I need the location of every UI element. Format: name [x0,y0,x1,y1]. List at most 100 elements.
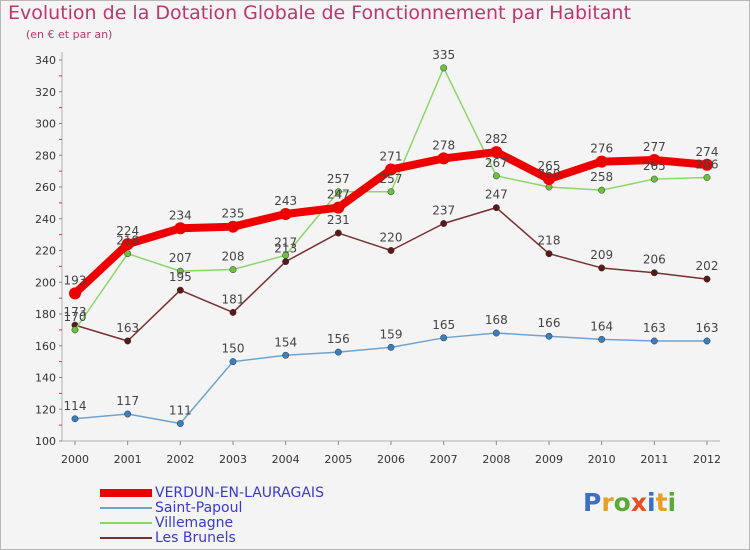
data-label: 257 [380,172,403,186]
x-tick-label: 2010 [588,453,616,466]
series-point-3 [492,204,500,212]
series-point-1 [124,410,132,418]
series-point-1 [703,337,711,345]
legend-swatch [100,507,152,509]
y-tick-label: 200 [35,276,56,289]
series-point-2 [440,64,448,72]
series-point-1 [176,420,184,427]
logo-letter: x [630,488,647,517]
x-tick-label: 2005 [324,453,352,466]
data-label: 206 [643,253,666,267]
x-tick-label: 2003 [219,453,247,466]
series-point-3 [387,247,395,254]
data-label: 278 [432,138,455,152]
series-point-2 [650,175,658,183]
series-point-1 [650,337,658,345]
x-tick-label: 2009 [535,453,563,466]
data-label: 195 [169,270,192,284]
legend-item: Les Brunels [100,530,236,546]
x-tick-label: 2011 [640,453,668,466]
series-point-0 [279,207,292,220]
x-tick-label: 2000 [61,453,89,466]
legend-item: Saint-Papoul [100,500,242,516]
data-label: 234 [169,208,192,222]
data-label: 208 [222,250,245,264]
series-point-2 [334,188,342,196]
legend-label: VERDUN-EN-LAURAGAIS [155,485,324,501]
data-label: 218 [538,234,561,248]
data-label: 335 [432,48,455,62]
legend-item: Villemagne [100,515,233,531]
data-label: 213 [274,242,297,256]
series-point-2 [282,251,290,259]
data-label: 111 [169,404,192,418]
data-label: 276 [590,142,613,156]
series-point-0 [227,220,239,233]
series-point-2 [124,250,132,258]
data-label: 163 [643,321,666,335]
x-tick-label: 2001 [114,453,142,466]
data-label: 265 [643,159,666,173]
series-point-1 [334,348,342,356]
data-label: 266 [696,157,719,171]
data-label: 159 [380,327,403,341]
series-line-2 [74,67,708,331]
y-tick-label: 100 [35,435,56,448]
data-label: 209 [590,248,613,262]
proxiti-logo: Proxiti [583,488,676,517]
series-point-0 [332,201,345,214]
series-point-2 [387,188,395,196]
legend-swatch [100,489,152,497]
series-point-0 [385,163,397,176]
data-label: 224 [116,224,139,238]
series-point-0 [595,155,608,168]
y-tick-label: 160 [35,340,56,353]
x-tick-label: 2004 [272,453,300,466]
data-label: 220 [380,231,403,245]
data-label: 202 [696,259,719,273]
data-label: 237 [432,204,455,218]
series-point-2 [598,186,606,194]
data-label: 217 [274,235,297,249]
series-point-3 [229,308,237,316]
logo-letter: i [667,488,677,517]
series-point-2 [703,174,711,181]
data-label: 243 [274,194,297,208]
data-label: 117 [116,394,139,408]
logo-letter: i [647,488,656,517]
data-label: 181 [222,292,245,306]
y-tick-label: 300 [35,118,56,131]
logo-letter: P [583,488,602,517]
chart-title: Evolution de la Dotation Globale de Fonc… [8,2,631,24]
series-point-3 [545,250,553,258]
series-point-2 [176,267,184,275]
data-label: 218 [116,234,139,248]
y-tick-label: 240 [35,213,56,226]
legend-label: Saint-Papoul [155,500,243,516]
series-point-1 [492,329,500,337]
data-label: 247 [485,188,508,202]
y-tick-label: 220 [35,245,56,258]
series-point-0 [174,222,187,235]
series-point-3 [650,269,658,277]
y-tick-label: 180 [35,308,56,321]
y-tick-label: 120 [35,403,56,416]
x-tick-label: 2008 [482,453,510,466]
series-point-3 [598,264,606,272]
logo-letter: o [613,488,631,517]
data-label: 166 [538,316,561,330]
data-label: 165 [432,318,455,332]
data-label: 277 [643,140,666,154]
data-label: 258 [590,170,613,184]
data-label: 168 [485,313,508,327]
series-point-3 [176,286,184,294]
data-label: 156 [327,332,350,346]
data-label: 114 [64,399,87,413]
series-point-1 [282,351,290,359]
data-label: 173 [64,305,87,319]
data-label: 207 [169,251,192,265]
data-label: 163 [696,321,719,335]
series-point-0 [69,287,81,300]
logo-letter: r [601,488,614,517]
